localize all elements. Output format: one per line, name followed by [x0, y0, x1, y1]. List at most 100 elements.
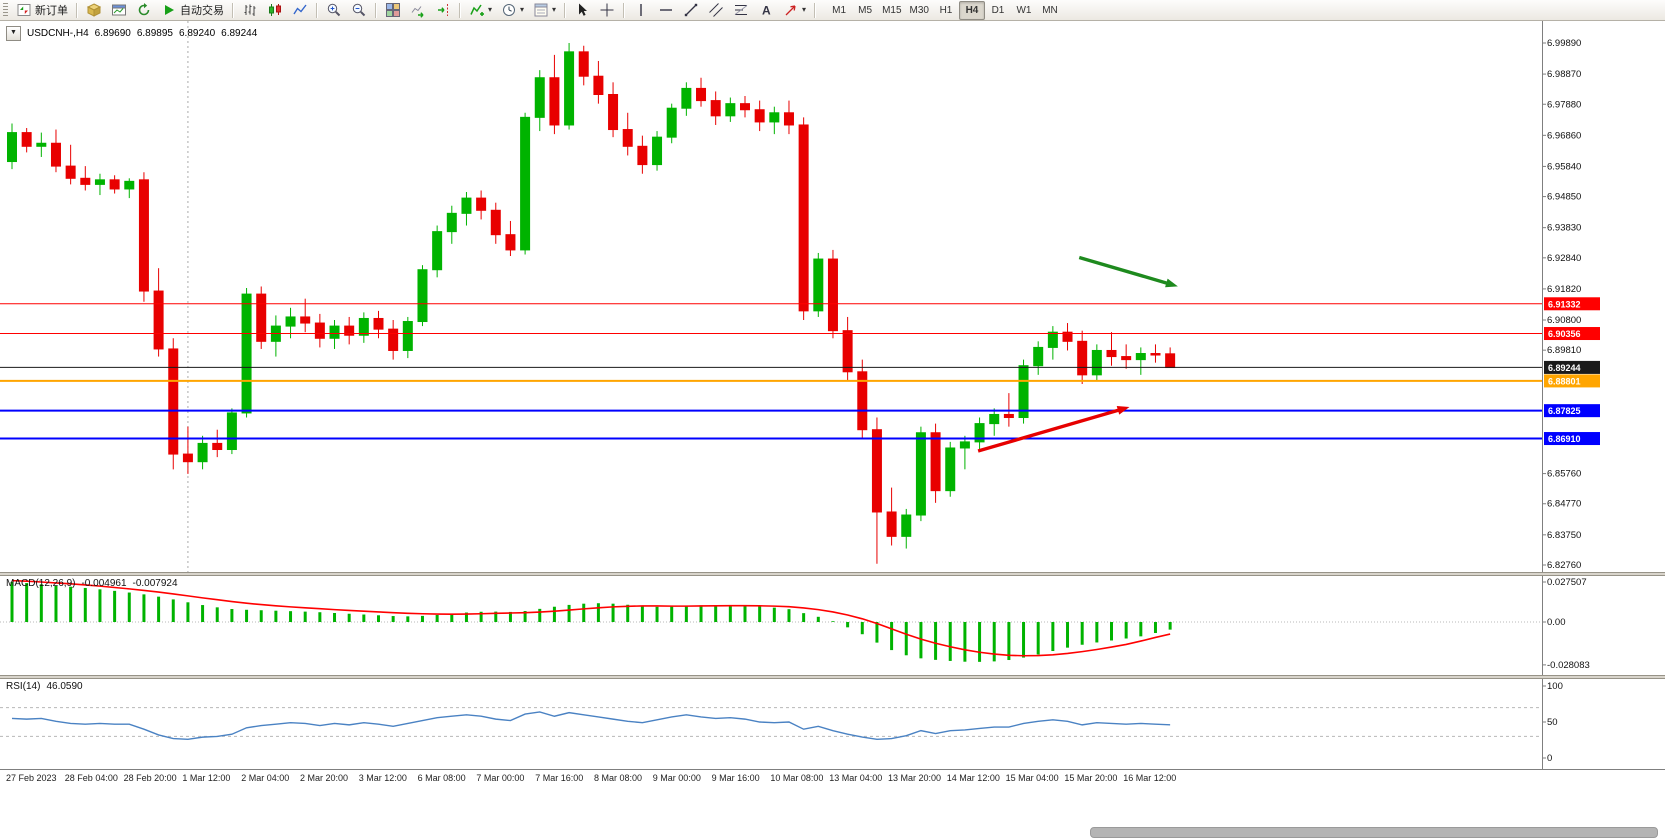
candle-body	[314, 322, 325, 339]
channel-tool-button[interactable]	[704, 1, 728, 20]
play-icon	[165, 5, 174, 15]
line-chart-button[interactable]	[288, 1, 312, 20]
toolbar-separator	[814, 2, 817, 18]
candle-body	[1047, 331, 1058, 348]
timeframe-button-mn[interactable]: MN	[1037, 1, 1063, 20]
templates-button[interactable]: ▾	[529, 1, 560, 20]
horizontal-line-tool-button[interactable]	[654, 1, 678, 20]
price-axis-label: 6.91820	[1547, 284, 1581, 295]
candle-body	[1091, 349, 1102, 376]
macd-panel[interactable]: 0.027507 0.00 -0.028083	[0, 576, 1665, 675]
candle-body	[930, 432, 941, 492]
time-axis-label: 2 Mar 04:00	[241, 773, 290, 783]
vertical-line-icon	[640, 4, 642, 16]
timeframe-button-w1[interactable]: W1	[1011, 1, 1037, 20]
rsi-axis-label: 0	[1547, 753, 1552, 764]
candle-body	[666, 107, 677, 138]
charts-button[interactable]	[82, 1, 106, 20]
zoom-out-button[interactable]	[347, 1, 371, 20]
time-axis-label: 9 Mar 16:00	[711, 773, 760, 783]
cursor-tool-button[interactable]	[570, 1, 594, 20]
timeframe-button-d1[interactable]: D1	[985, 1, 1011, 20]
time-axis-label: 9 Mar 00:00	[652, 773, 701, 783]
refresh-button[interactable]	[132, 1, 156, 20]
toolbar-separator	[76, 2, 78, 18]
data-window-button[interactable]	[107, 1, 131, 20]
candle-body	[50, 142, 61, 167]
text-tool-button[interactable]: A	[754, 1, 778, 20]
toolbar-grip[interactable]	[3, 3, 8, 17]
candle-body	[915, 432, 926, 516]
candle-body	[827, 258, 838, 332]
trendline-tool-button[interactable]	[679, 1, 703, 20]
price-axis-label: 6.96860	[1547, 130, 1581, 141]
periods-button[interactable]: ▾	[497, 1, 528, 20]
trend-arrow-head	[1165, 278, 1178, 288]
candle-body	[94, 179, 105, 185]
fibonacci-tool-button[interactable]	[729, 1, 753, 20]
one-click-trading-toggle[interactable]: ▼	[6, 26, 21, 41]
tile-windows-button[interactable]	[381, 1, 405, 20]
main-price-chart[interactable]: 6.99890 6.98870 6.97880 6.96860 6.95840 6.948…	[0, 21, 1665, 572]
candle-body	[842, 330, 853, 373]
chevron-down-icon: ▾	[520, 5, 525, 14]
arrow-draw-icon	[785, 5, 796, 16]
candle-body	[945, 447, 956, 492]
new-order-button[interactable]: 新订单	[12, 1, 72, 20]
line-chart-icon	[293, 4, 307, 15]
auto-trading-button[interactable]: 自动交易	[157, 1, 228, 20]
bottom-strip	[0, 787, 1665, 840]
candle-body	[226, 412, 237, 451]
timeframe-button-h1[interactable]: H1	[933, 1, 959, 20]
time-axis-label: 15 Mar 20:00	[1064, 773, 1118, 783]
vertical-line-tool-button[interactable]	[629, 1, 653, 20]
rsi-header: RSI(14) 46.0590	[6, 681, 83, 692]
refresh-icon	[138, 3, 150, 16]
trend-arrow-object[interactable]	[1078, 255, 1174, 287]
timeframe-button-m15[interactable]: M15	[878, 1, 905, 20]
price-axis-label: 6.93830	[1547, 223, 1581, 234]
macd-signal-value: -0.007924	[132, 578, 178, 589]
candle-body	[402, 321, 413, 351]
candle-body	[754, 109, 765, 123]
arrows-tool-button[interactable]: ▾	[779, 1, 810, 20]
timeframe-button-h4[interactable]: H4	[958, 0, 985, 20]
cursor-icon	[579, 3, 588, 16]
time-axis[interactable]: 27 Feb 2023 28 Feb 04:00 28 Feb 20:00 1 Mar…	[0, 769, 1665, 787]
candle-body	[446, 212, 457, 233]
price-line-badge	[1544, 360, 1600, 374]
bar-chart-button[interactable]	[238, 1, 262, 20]
time-axis-label: 10 Mar 08:00	[770, 773, 824, 783]
horizontal-line-icon	[660, 9, 673, 11]
trend-arrow-object[interactable]	[977, 406, 1126, 453]
candlestick-chart-button[interactable]	[263, 1, 287, 20]
chart-close-value: 6.89244	[221, 28, 258, 39]
candle-body	[1018, 365, 1029, 419]
timeframe-button-m1[interactable]: M1	[826, 1, 852, 20]
timeframe-button-m30[interactable]: M30	[906, 1, 933, 20]
timeframe-button-m5[interactable]: M5	[852, 1, 878, 20]
panel-separator[interactable]	[0, 675, 1665, 679]
chart-shift-button[interactable]	[431, 1, 455, 20]
candle-body	[769, 112, 780, 123]
horizontal-scrollbar-thumb[interactable]	[1090, 827, 1658, 838]
candle-body	[124, 180, 135, 190]
price-line-badge	[1544, 327, 1600, 341]
time-axis-label: 14 Mar 12:00	[946, 773, 1000, 783]
auto-trading-label: 自动交易	[180, 5, 224, 17]
indicators-button[interactable]: ▾	[465, 1, 496, 20]
toolbar-separator	[375, 2, 377, 18]
panel-separator[interactable]	[0, 572, 1665, 576]
candle-body	[857, 371, 868, 431]
auto-scroll-button[interactable]	[406, 1, 430, 20]
candle-body	[182, 453, 193, 463]
candle-body	[300, 316, 311, 324]
time-axis-label: 13 Mar 20:00	[888, 773, 942, 783]
zoom-in-button[interactable]	[322, 1, 346, 20]
chart-open-value: 6.89690	[94, 28, 131, 39]
crosshair-tool-button[interactable]	[595, 1, 619, 20]
text-icon: A	[762, 4, 771, 18]
rsi-panel[interactable]: 100 50 0	[0, 679, 1665, 769]
fibonacci-icon	[734, 5, 748, 15]
candle-body	[80, 177, 91, 185]
